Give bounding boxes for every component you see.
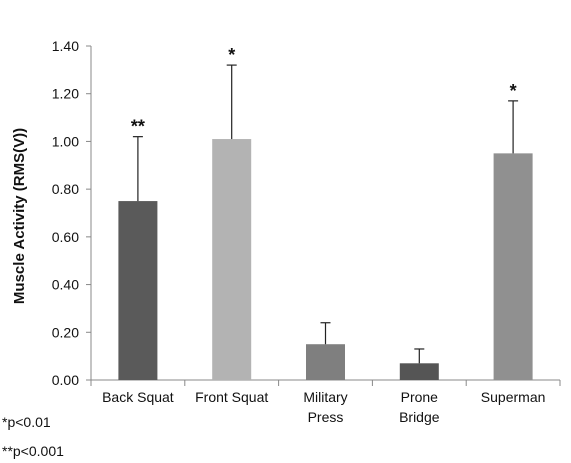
footnote-p0001: **p<0.001 [2,443,64,459]
x-tick-label: Press [308,409,344,425]
x-tick-label: Prone [401,389,439,405]
y-tick-label: 1.40 [52,38,79,54]
x-tick-label: Military [303,389,347,405]
y-axis-label: Muscle Activity (RMS(V)) [11,128,28,304]
footnote-p001: *p<0.01 [2,414,51,430]
x-tick-label: Back Squat [102,389,174,405]
bar [212,139,252,380]
bar [399,363,439,380]
y-tick-label: 0.40 [52,277,79,293]
chart-marks: 0.000.200.400.600.801.001.201.40**Back S… [52,38,561,425]
y-tick-label: 1.20 [52,86,79,102]
significance-marker: ** [131,117,145,137]
x-tick-label: Front Squat [195,389,268,405]
bar [118,201,158,380]
y-tick-label: 0.00 [52,372,79,388]
bar [306,344,345,380]
y-tick-label: 0.20 [52,324,79,340]
x-tick-label: Superman [481,389,546,405]
bar [493,153,533,380]
y-tick-label: 0.80 [52,181,79,197]
significance-marker: * [228,45,235,65]
significance-marker: * [510,81,517,101]
y-tick-label: 0.60 [52,229,79,245]
y-tick-label: 1.00 [52,133,79,149]
x-tick-label: Bridge [399,409,440,425]
